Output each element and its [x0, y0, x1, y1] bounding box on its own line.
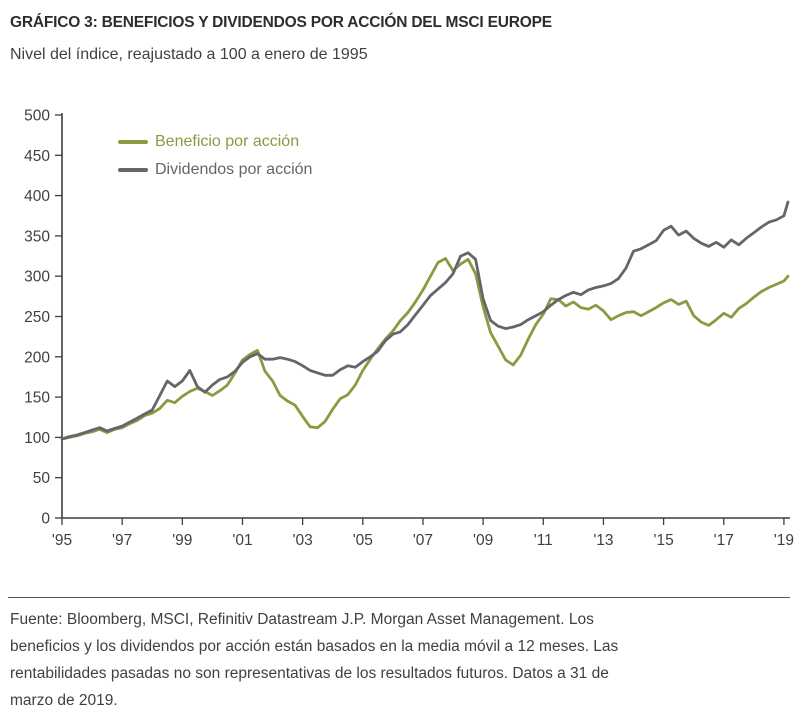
y-tick-label: 300 [24, 269, 50, 286]
chart-panel: GRÁFICO 3: BENEFICIOS Y DIVIDENDOS POR A… [0, 12, 797, 726]
x-tick-label: '97 [112, 532, 132, 549]
source-note-line: beneficios y los dividendos por acción e… [10, 638, 619, 655]
x-tick-label: '11 [534, 532, 553, 549]
y-tick-label: 50 [33, 470, 51, 487]
beneficio-line-swatch [118, 140, 148, 144]
chart-area: 0 50 100 150 200 250 300 350 400 450 500 '95 '97 '99 '… [0, 98, 797, 563]
y-tick-label: 400 [24, 188, 50, 205]
source-note-line: rentabilidades pasadas no son representa… [10, 665, 609, 682]
y-tick-label: 150 [24, 390, 50, 407]
x-tick-label: '01 [232, 532, 252, 549]
legend-item-dividendos: Dividendos por acción [118, 156, 312, 184]
chart-legend: Beneficio por acción Dividendos por acci… [118, 128, 312, 184]
y-tick-label: 200 [24, 349, 50, 366]
legend-item-beneficio: Beneficio por acción [118, 128, 312, 156]
x-tick-label: '07 [413, 532, 433, 549]
footer-divider [8, 597, 790, 598]
x-tick-label: '99 [172, 532, 192, 549]
dividendos-line-swatch [118, 168, 148, 172]
y-tick-label: 500 [24, 108, 50, 125]
x-tick-label: '17 [714, 532, 734, 549]
dividendos-line [60, 200, 790, 441]
x-tick-label: '03 [293, 532, 313, 549]
legend-label-beneficio: Beneficio por acción [155, 133, 300, 150]
x-tick-label: '15 [653, 532, 673, 549]
beneficio-line [60, 257, 790, 441]
legend-label-dividendos: Dividendos por acción [155, 161, 313, 178]
y-tick-label: 250 [24, 309, 50, 326]
chart-title: GRÁFICO 3: BENEFICIOS Y DIVIDENDOS POR A… [10, 14, 552, 31]
source-note: Fuente: Bloomberg, MSCI, Refinitiv Datas… [10, 606, 787, 714]
x-tick-label: '19 [774, 532, 794, 549]
y-tick-label: 100 [24, 430, 50, 447]
y-tick-label: 0 [41, 511, 50, 528]
x-tick-label: '13 [593, 532, 613, 549]
x-tick-label: '05 [353, 532, 373, 549]
source-note-line: Fuente: Bloomberg, MSCI, Refinitiv Datas… [10, 611, 594, 628]
y-tick-label: 350 [24, 228, 50, 245]
line-chart: 0 50 100 150 200 250 300 350 400 450 500 '95 '97 '99 '… [24, 108, 794, 550]
y-tick-label: 450 [24, 148, 50, 165]
source-note-line: marzo de 2019. [10, 692, 118, 709]
x-tick-label: '95 [52, 532, 72, 549]
x-tick-label: '09 [473, 532, 493, 549]
chart-subtitle: Nivel del índice, reajustado a 100 a ene… [10, 46, 368, 63]
